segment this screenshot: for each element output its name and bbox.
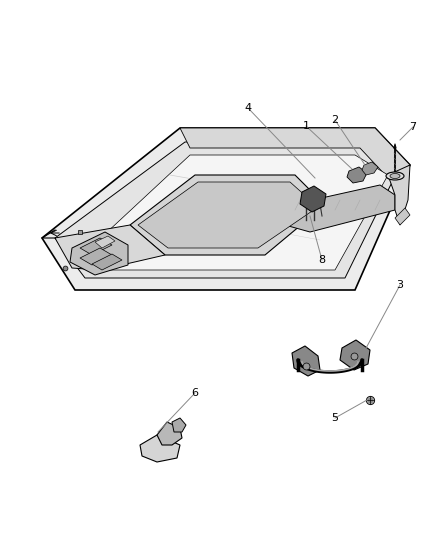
Ellipse shape: [390, 174, 400, 179]
Polygon shape: [138, 182, 318, 248]
Polygon shape: [80, 248, 112, 265]
Polygon shape: [300, 186, 326, 212]
Text: 1: 1: [303, 121, 310, 131]
Polygon shape: [172, 418, 186, 432]
Polygon shape: [90, 155, 388, 270]
Text: 5: 5: [332, 413, 339, 423]
Polygon shape: [80, 238, 112, 255]
Polygon shape: [395, 208, 410, 225]
Text: 6: 6: [191, 388, 198, 398]
Polygon shape: [140, 435, 180, 462]
Polygon shape: [95, 236, 115, 248]
Polygon shape: [292, 346, 320, 376]
Ellipse shape: [386, 172, 404, 180]
Polygon shape: [285, 185, 395, 232]
Polygon shape: [388, 165, 410, 225]
Text: 3: 3: [396, 280, 403, 290]
Polygon shape: [55, 225, 165, 270]
Polygon shape: [180, 128, 410, 180]
Text: 4: 4: [244, 103, 251, 113]
Polygon shape: [347, 167, 367, 183]
Text: 8: 8: [318, 255, 325, 265]
Text: 2: 2: [332, 115, 339, 125]
Polygon shape: [340, 340, 370, 370]
Polygon shape: [55, 142, 398, 278]
Polygon shape: [92, 254, 122, 270]
Polygon shape: [362, 162, 378, 175]
Polygon shape: [42, 128, 410, 290]
Text: 7: 7: [410, 122, 417, 132]
Polygon shape: [130, 175, 325, 255]
Polygon shape: [70, 232, 128, 275]
Polygon shape: [157, 422, 182, 445]
